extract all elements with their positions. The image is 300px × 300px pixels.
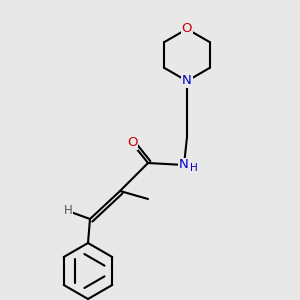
Text: N: N (179, 158, 189, 172)
Text: O: O (182, 22, 192, 35)
Text: H: H (64, 205, 72, 218)
Text: O: O (127, 136, 137, 149)
Text: N: N (182, 74, 192, 88)
Text: H: H (190, 163, 198, 173)
